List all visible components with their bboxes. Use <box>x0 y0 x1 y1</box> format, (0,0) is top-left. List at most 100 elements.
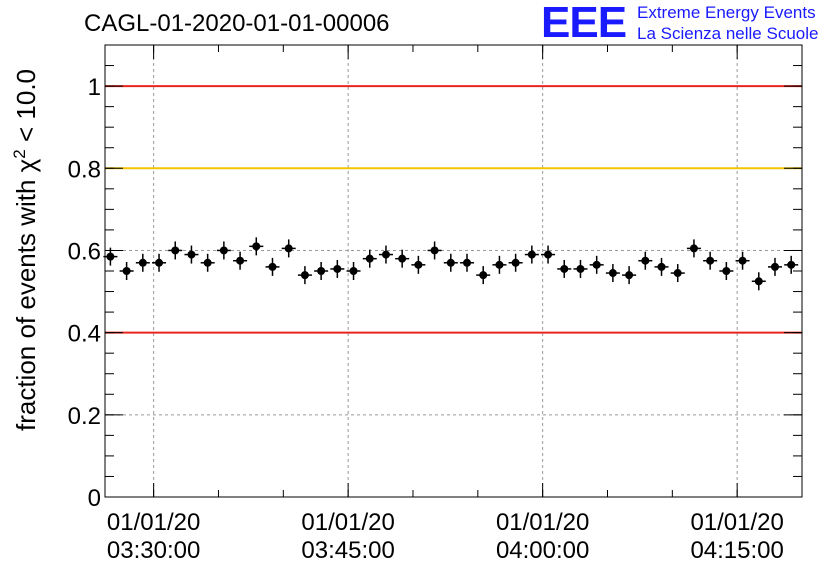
data-marker <box>138 258 147 267</box>
y-tick-label: 0 <box>88 485 101 512</box>
data-marker <box>657 262 666 271</box>
x-tick-label-date: 01/01/20 <box>107 509 200 536</box>
x-tick-label-date: 01/01/20 <box>301 509 394 536</box>
data-marker <box>625 271 634 280</box>
data-marker <box>706 256 715 265</box>
data-marker <box>300 271 309 280</box>
data-marker <box>787 260 796 269</box>
data-marker <box>446 258 455 267</box>
data-point <box>443 253 458 272</box>
data-point <box>103 247 118 266</box>
data-marker <box>155 258 164 267</box>
y-tick-label: 0.2 <box>68 403 101 430</box>
data-marker <box>349 267 358 275</box>
y-axis-label-superscript: 2 <box>10 149 29 158</box>
data-point <box>265 257 280 276</box>
data-point <box>638 251 653 270</box>
y-tick-label: 1 <box>88 74 101 101</box>
data-point <box>622 266 637 285</box>
y-axis-label-threshold: < 10.0 <box>11 69 41 149</box>
data-point <box>589 255 604 274</box>
y-tick-label: 0.4 <box>68 321 101 348</box>
x-tick-label-time: 03:30:00 <box>107 537 200 564</box>
data-point <box>767 257 782 276</box>
data-marker <box>365 254 374 263</box>
y-axis-label-chi-symbol: χ <box>11 158 41 172</box>
data-point <box>168 241 183 260</box>
data-point <box>751 272 766 291</box>
data-marker <box>511 258 520 267</box>
data-point <box>330 259 345 278</box>
data-marker <box>219 246 228 255</box>
y-tick-label: 0.6 <box>68 238 101 265</box>
data-point <box>249 237 264 256</box>
data-point <box>460 253 475 272</box>
logo-caption-line1: Extreme Energy Events <box>637 3 816 22</box>
data-marker <box>106 252 115 261</box>
data-point <box>508 253 523 272</box>
data-marker <box>754 277 763 286</box>
x-tick-label-date: 01/01/20 <box>496 509 589 536</box>
data-point <box>119 262 134 280</box>
data-point <box>411 255 426 274</box>
y-axis-label-group: fraction of events with χ2 < 10.0 <box>10 69 41 431</box>
data-point <box>492 255 507 274</box>
x-tick-label-time: 04:15:00 <box>690 537 783 564</box>
data-point <box>686 239 701 258</box>
data-marker <box>608 269 617 278</box>
data-marker <box>770 262 779 271</box>
data-point <box>346 262 361 280</box>
plot-frame <box>104 44 803 498</box>
data-marker <box>236 256 245 265</box>
eee-logo: EEE <box>541 0 627 47</box>
data-point <box>427 241 442 260</box>
reference-lines <box>105 85 802 334</box>
data-marker <box>738 256 747 265</box>
data-marker <box>398 254 407 263</box>
data-point <box>395 249 410 268</box>
data-marker <box>252 242 261 251</box>
data-point <box>281 239 296 258</box>
data-point <box>784 255 799 274</box>
data-marker <box>203 258 212 267</box>
data-point <box>135 253 150 272</box>
data-marker <box>122 267 131 275</box>
data-point <box>297 266 312 285</box>
data-point <box>524 245 539 264</box>
data-marker <box>171 246 180 255</box>
x-tick-label-time: 03:45:00 <box>301 537 394 564</box>
data-marker <box>576 264 585 273</box>
y-tick-label: 0.8 <box>68 156 101 183</box>
x-tick-label-date: 01/01/20 <box>690 509 783 536</box>
data-point <box>233 251 248 270</box>
data-point <box>573 259 588 278</box>
data-marker <box>187 250 196 259</box>
data-point <box>654 257 669 276</box>
data-point <box>703 251 718 270</box>
data-marker <box>560 264 569 273</box>
data-point <box>605 264 620 283</box>
data-point <box>362 249 377 268</box>
data-point <box>314 262 329 280</box>
data-point <box>557 259 572 278</box>
data-marker <box>544 250 553 259</box>
data-marker <box>317 267 326 275</box>
data-marker <box>479 271 488 280</box>
data-point <box>152 253 167 272</box>
data-point <box>476 266 491 285</box>
data-marker <box>463 258 472 267</box>
data-point <box>735 251 750 270</box>
data-point <box>670 264 685 283</box>
data-point <box>719 262 734 280</box>
data-point <box>216 241 231 260</box>
data-marker <box>284 244 293 253</box>
data-points <box>103 237 799 291</box>
data-marker <box>414 260 423 269</box>
data-marker <box>673 269 682 278</box>
data-marker <box>333 264 342 273</box>
data-marker <box>689 244 698 253</box>
data-marker <box>527 250 536 259</box>
data-marker <box>381 250 390 259</box>
y-axis-label: fraction of events with χ2 < 10.0 <box>10 69 41 431</box>
